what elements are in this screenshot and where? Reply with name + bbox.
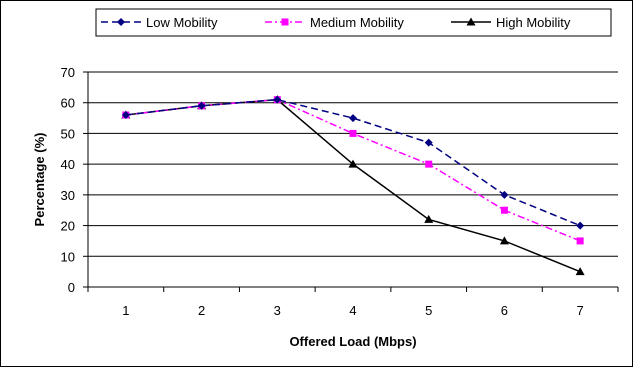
data-point-diamond [349,114,357,123]
data-point-diamond [576,221,585,230]
data-point-diamond [121,111,130,119]
y-tick-label: 20 [61,219,75,234]
legend-label: Medium Mobility [310,15,404,30]
legend-box [95,8,612,37]
y-tick-label: 30 [61,188,75,203]
y-tick-label: 10 [61,249,75,264]
data-point-diamond [117,18,125,26]
y-tick-label: 70 [61,65,75,80]
y-tick-label: 60 [61,96,75,111]
data-point-triangle [575,267,585,276]
data-point-square [425,160,433,168]
data-point-triangle [499,236,509,245]
series-low-mobility [121,95,585,230]
y-tick-label: 40 [61,157,75,172]
x-tick-label: 6 [501,303,508,318]
legend-item: High Mobility [451,15,571,30]
x-axis-title: Offered Load (Mbps) [289,334,416,349]
x-tick-label: 3 [274,303,281,318]
data-point-square [576,237,584,245]
x-tick-label: 5 [425,303,432,318]
series-line [125,98,581,273]
data-point-square [500,206,508,214]
legend-item: Medium Mobility [265,15,404,30]
series-layer [121,95,585,276]
x-tick-label: 1 [122,303,129,318]
data-point-triangle [424,214,434,223]
y-tick-label: 50 [61,126,75,141]
gridlines [88,71,618,257]
x-tick-label: 7 [577,303,584,318]
y-tick-label: 0 [68,280,75,295]
series-high-mobility [121,95,585,276]
legend-label: High Mobility [496,15,571,30]
legend-label: Low Mobility [146,15,218,30]
axes: 0 10 20 30 40 50 60 70 1 2 3 4 5 6 7 [61,65,619,318]
data-point-diamond [197,101,206,110]
x-tick-label: 2 [198,303,205,318]
legend-item: Low Mobility [101,15,218,30]
y-axis-title: Percentage (%) [32,133,47,227]
x-tick-label: 4 [349,303,356,318]
data-point-diamond [500,190,509,199]
data-point-square [281,18,289,26]
data-point-diamond [424,138,433,147]
data-point-diamond [273,95,282,104]
data-point-triangle [348,159,358,168]
legend: Low Mobility Medium Mobility High Mobility [95,8,612,37]
data-point-triangle [466,17,476,26]
data-point-square [349,129,357,137]
